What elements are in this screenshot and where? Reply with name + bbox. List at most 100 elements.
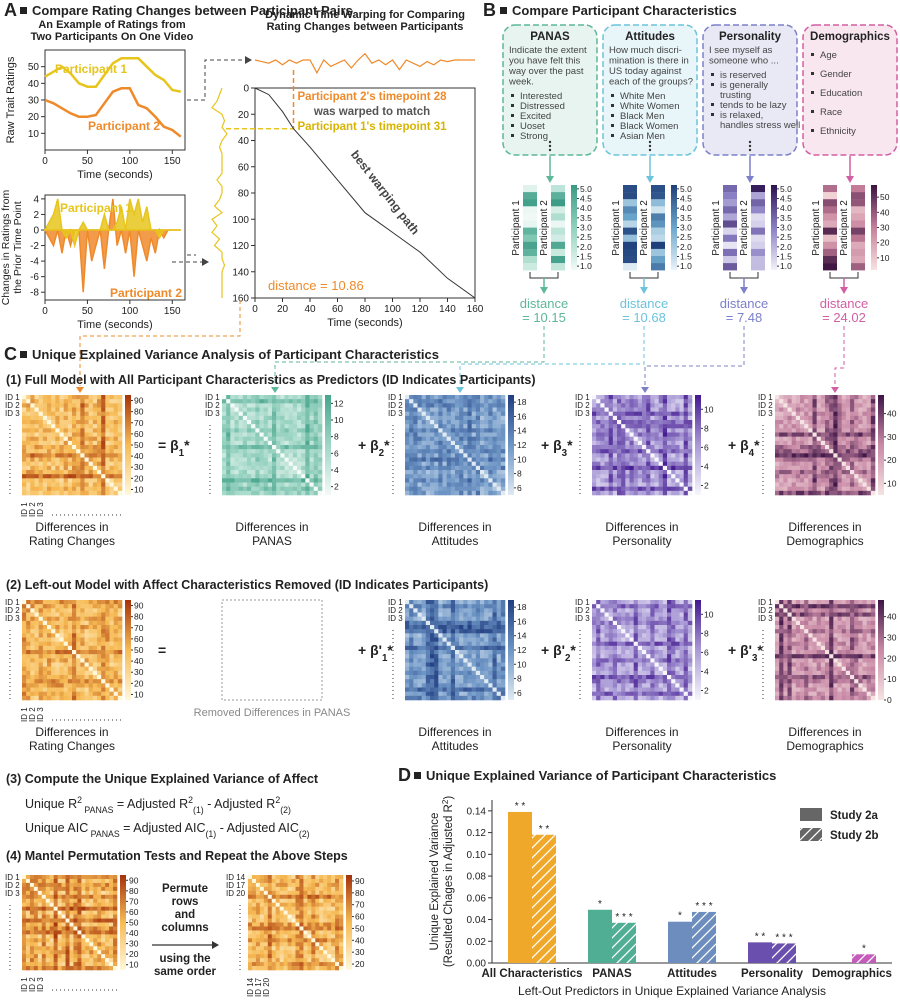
heatmap-cell bbox=[654, 629, 659, 634]
heatmap-cell bbox=[301, 478, 306, 483]
heatmap-cell bbox=[679, 415, 684, 421]
heatmap-cell bbox=[775, 432, 780, 437]
heatmap-cell bbox=[463, 658, 468, 663]
heatmap-cell bbox=[600, 608, 605, 613]
heatmap-cell bbox=[471, 424, 477, 429]
heatmap-cell bbox=[671, 407, 676, 412]
heatmap-cell bbox=[795, 436, 801, 442]
colorbar-tick-label: 2 bbox=[704, 480, 709, 490]
heatmap-cell bbox=[92, 440, 98, 446]
strip-cell bbox=[851, 185, 865, 193]
heatmap-cell bbox=[238, 453, 244, 458]
heatmap-cell bbox=[592, 465, 597, 471]
heatmap-cell bbox=[117, 683, 123, 688]
heatmap-cell bbox=[496, 600, 502, 605]
heatmap-cell bbox=[47, 608, 52, 613]
heatmap-cell bbox=[405, 428, 410, 433]
heatmap-cell bbox=[409, 478, 414, 483]
heatmap-cell bbox=[284, 470, 289, 475]
heatmap-cell bbox=[779, 432, 784, 437]
heatmap-cell bbox=[109, 403, 114, 408]
heatmap-cell bbox=[55, 670, 60, 676]
heatmap-cell bbox=[654, 650, 659, 655]
heatmap-cell bbox=[101, 482, 106, 487]
heatmap-cell bbox=[829, 478, 834, 483]
heatmap-cell bbox=[113, 625, 119, 630]
heatmap-cell bbox=[405, 415, 410, 421]
heatmap-cell bbox=[301, 465, 306, 471]
arrow-head bbox=[846, 176, 854, 183]
heatmap-cell bbox=[621, 424, 626, 429]
heatmap-cell bbox=[845, 415, 851, 421]
heatmap-cell bbox=[292, 436, 298, 442]
heatmap-cell bbox=[667, 470, 672, 475]
operator-sub: 2 bbox=[379, 448, 385, 459]
heatmap-cell bbox=[430, 407, 435, 412]
heatmap-cell bbox=[222, 424, 227, 429]
heatmap-cell bbox=[654, 474, 659, 479]
heatmap-cell bbox=[51, 436, 56, 442]
strip-cell bbox=[651, 227, 665, 235]
heatmap-cell bbox=[621, 440, 626, 446]
heatmap-cell bbox=[259, 407, 264, 412]
heatmap-cell bbox=[117, 436, 123, 442]
heatmap-cell bbox=[484, 625, 489, 630]
heatmap-cell bbox=[650, 490, 655, 496]
heatmap-cell bbox=[26, 641, 31, 647]
id-label: ID 1 bbox=[20, 707, 29, 722]
heatmap-cell bbox=[633, 403, 639, 408]
heatmap-cell bbox=[825, 470, 830, 475]
heatmap-cell bbox=[421, 695, 427, 701]
heatmap-cell bbox=[862, 486, 867, 492]
heatmap-cell bbox=[808, 411, 813, 417]
heatmap-cell bbox=[409, 604, 414, 609]
matrix-caption: Rating Changes bbox=[29, 739, 115, 753]
heatmap-cell bbox=[84, 633, 89, 638]
heatmap-cell bbox=[97, 620, 102, 626]
heatmap-cell bbox=[22, 395, 27, 400]
heatmap-cell bbox=[870, 436, 876, 442]
heatmap-cell bbox=[600, 424, 605, 429]
heatmap-cell bbox=[425, 395, 431, 400]
heatmap-cell bbox=[850, 486, 855, 492]
heatmap-cell bbox=[438, 490, 443, 496]
heatmap-cell bbox=[642, 453, 647, 458]
heatmap-cell bbox=[662, 629, 668, 634]
heatmap-cell bbox=[783, 482, 788, 487]
heatmap-cell bbox=[42, 687, 48, 692]
heatmap-cell bbox=[251, 482, 256, 487]
heatmap-cell bbox=[413, 440, 418, 446]
heatmap-cell bbox=[413, 482, 418, 487]
heatmap-cell bbox=[76, 490, 81, 496]
heatmap-cell bbox=[276, 403, 281, 408]
heatmap-cell bbox=[662, 411, 668, 417]
heatmap-cell bbox=[80, 654, 85, 659]
heatmap-cell bbox=[642, 486, 647, 492]
heatmap-cell bbox=[446, 691, 452, 697]
heatmap-cell bbox=[88, 403, 94, 408]
strip-cell bbox=[723, 234, 737, 242]
heatmap-cell bbox=[72, 465, 77, 471]
heatmap-cell bbox=[492, 474, 497, 479]
heatmap-cell bbox=[113, 650, 119, 655]
heatmap-cell bbox=[463, 625, 468, 630]
heatmap-cell bbox=[301, 449, 306, 454]
operator: + β3* bbox=[541, 437, 573, 459]
heatmap-cell bbox=[288, 424, 294, 429]
heatmap-cell bbox=[84, 490, 89, 496]
heatmap-cell bbox=[450, 486, 456, 492]
heatmap-cell bbox=[251, 486, 256, 492]
heatmap-cell bbox=[833, 440, 838, 446]
heatmap-cell bbox=[687, 482, 693, 487]
x-tick-label: 100 bbox=[122, 306, 139, 317]
heatmap-cell bbox=[438, 604, 443, 609]
heatmap-cell bbox=[463, 666, 468, 672]
heatmap-cell bbox=[97, 670, 102, 676]
heatmap-cell bbox=[434, 445, 439, 450]
heatmap-cell bbox=[22, 641, 27, 647]
heatmap-cell bbox=[242, 486, 248, 492]
heatmap-cell bbox=[272, 449, 277, 454]
heatmap-cell bbox=[446, 407, 452, 412]
heatmap-cell bbox=[480, 616, 485, 622]
heatmap-cell bbox=[671, 465, 676, 471]
